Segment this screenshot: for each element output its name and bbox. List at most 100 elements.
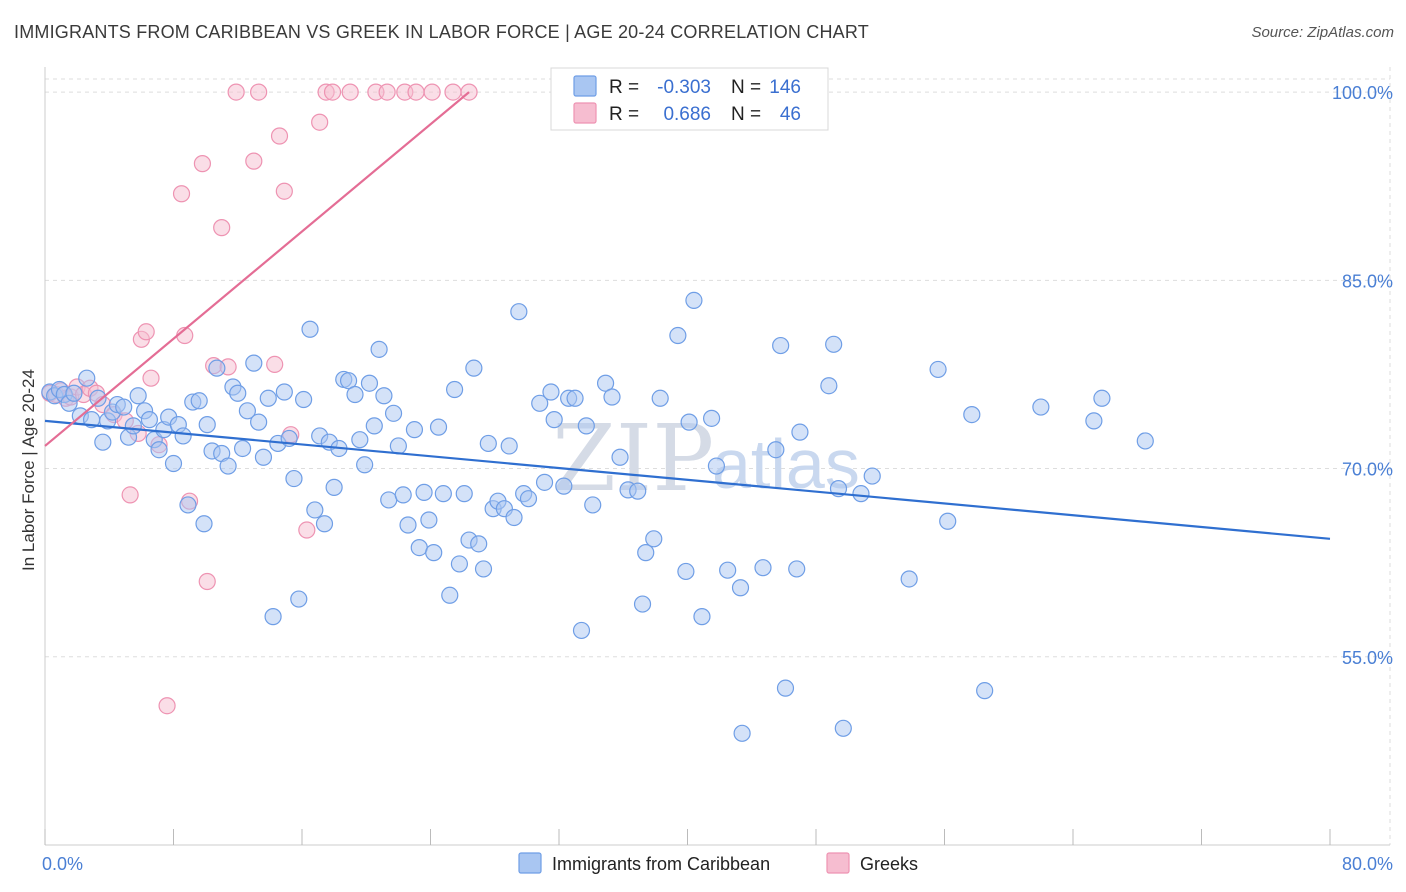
caribbean-point-87 [479,434,497,453]
caribbean-point-120 [702,409,721,427]
caribbean-point-126 [767,441,785,459]
caribbean-point-145 [1136,432,1154,450]
caribbean-point-38 [233,439,252,458]
bottom-legend-caribbean: Immigrants from Caribbean [552,854,770,874]
greeks-point-40 [378,83,396,101]
caribbean-point-134 [834,719,852,737]
greeks-point-29 [250,83,268,101]
x-tick-label-0: 0.0% [42,854,83,874]
caribbean-point-69 [389,437,407,455]
caribbean-point-7 [78,369,96,387]
greeks-point-32 [275,182,293,200]
caribbean-point-62 [356,456,374,474]
caribbean-point-142 [1032,398,1050,416]
caribbean-point-108 [611,448,629,466]
caribbean-point-24 [164,454,183,473]
caribbean-point-131 [820,377,838,395]
legend-n-value-2: 46 [780,104,801,125]
caribbean-point-10 [94,433,112,451]
legend-r-value-1: -0.303 [657,77,711,98]
greeks-point-35 [311,113,329,131]
legend-swatch-blue [573,75,597,97]
caribbean-point-140 [963,405,981,424]
caribbean-point-113 [645,530,663,548]
bottom-legend-greeks: Greeks [860,854,918,874]
caribbean-point-72 [405,421,424,439]
caribbean-point-37 [229,384,247,402]
caribbean-point-119 [693,608,711,626]
greeks-point-44 [444,83,462,101]
y-tick-labels: 55.0% 70.0% 85.0% 100.0% [1332,83,1393,668]
greeks-point-12 [121,486,139,504]
caribbean-point-136 [863,467,881,485]
caribbean-point-144 [1093,389,1111,407]
caribbean-point-114 [651,389,669,407]
legend-r-label-1: R = [609,77,639,98]
bottom-legend-swatch-caribbean [518,852,542,874]
caribbean-point-19 [140,411,159,429]
caribbean-point-100 [555,477,573,495]
greeks-point-16 [142,369,160,387]
caribbean-point-16 [124,417,142,435]
caribbean-point-118 [685,291,703,309]
greeks-trend-line [44,91,470,447]
caribbean-point-121 [707,457,726,475]
caribbean-point-105 [584,496,602,514]
caribbean-point-138 [929,360,947,379]
caribbean-point-85 [470,535,488,553]
caribbean-point-98 [542,383,560,401]
caribbean-point-17 [129,387,147,405]
greeks-point-15 [137,323,155,341]
caribbean-point-52 [306,501,324,519]
caribbean-point-50 [295,390,313,409]
axes [44,67,1390,846]
caribbean-point-102 [566,389,584,407]
legend-n-value-1: 146 [769,77,801,98]
caribbean-point-59 [339,372,358,390]
trend-lines [44,91,1331,540]
caribbean-point-141 [976,682,994,700]
caribbean-point-106 [596,374,615,392]
caribbean-point-103 [572,621,591,640]
caribbean-point-73 [410,539,428,557]
y-tick-label-0: 55.0% [1342,648,1393,668]
greeks-point-18 [158,697,176,715]
caribbean-point-115 [669,326,687,345]
caribbean-point-35 [219,457,237,475]
caribbean-point-107 [603,388,621,406]
caribbean-trend-line [44,419,1331,540]
caribbean-point-77 [429,418,448,436]
caribbean-point-91 [500,437,518,455]
caribbean-point-116 [677,562,695,581]
caribbean-point-44 [264,608,282,626]
legend-r-value-2: 0.686 [663,104,711,125]
caribbean-point-76 [425,544,443,562]
caribbean-point-132 [825,335,843,353]
caribbean-point-84 [465,359,483,377]
caribbean-point-48 [285,469,303,488]
legend-r-label-2: R = [609,104,639,125]
caribbean-point-124 [733,724,751,742]
caribbean-point-43 [259,389,277,407]
caribbean-point-71 [399,516,417,534]
caribbean-point-64 [365,417,383,435]
greeks-point-34 [298,521,316,539]
caribbean-point-56 [325,478,343,496]
caribbean-point-92 [505,508,523,527]
caribbean-point-128 [776,679,795,697]
caribbean-point-110 [629,482,647,500]
greeks-point-30 [266,355,284,373]
caribbean-point-65 [370,340,388,358]
caribbean-point-139 [939,512,957,530]
caribbean-point-29 [190,392,208,410]
caribbean-point-137 [900,570,918,588]
caribbean-point-125 [754,559,772,577]
caribbean-point-99 [545,411,563,429]
caribbean-point-81 [450,555,469,573]
caribbean-point-49 [290,590,308,608]
caribbean-point-82 [455,485,473,503]
caribbean-point-80 [445,380,464,399]
caribbean-point-117 [680,413,698,431]
caribbean-point-127 [772,336,790,355]
